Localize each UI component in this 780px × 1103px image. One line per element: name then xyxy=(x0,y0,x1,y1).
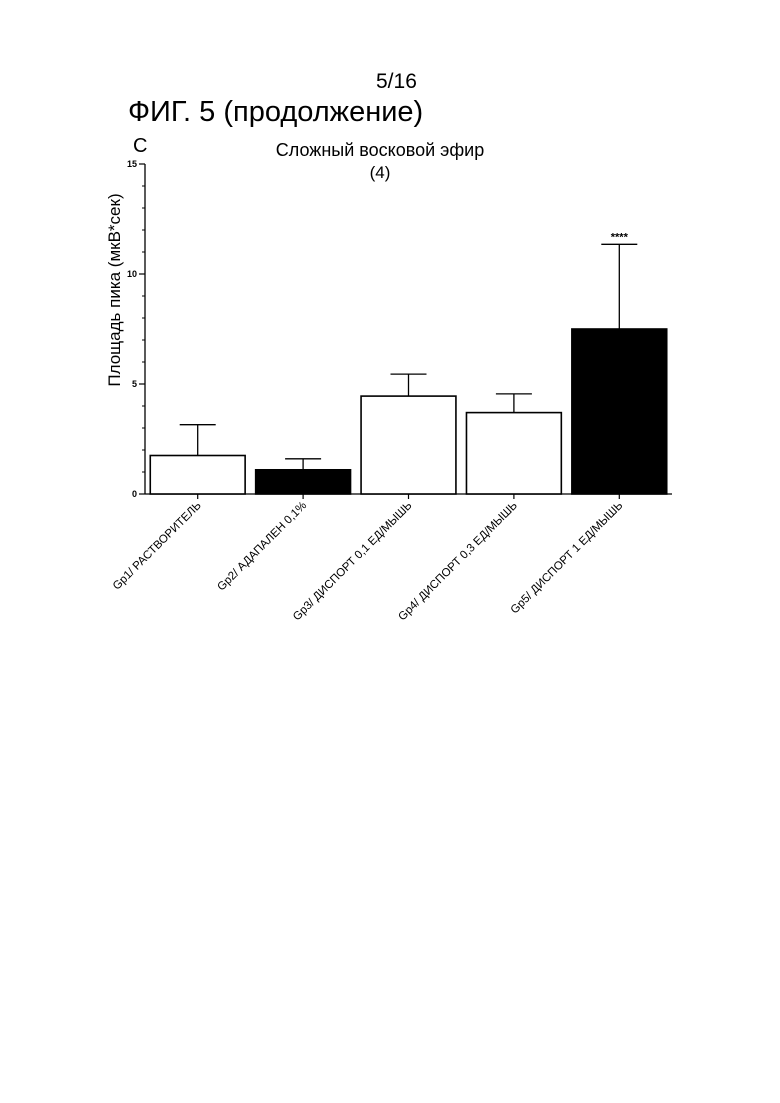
category-label: Gp4/ ДИСПОРТ 0,3 ЕД/МЫШЬ xyxy=(396,500,520,624)
panel-label: C xyxy=(133,135,147,157)
y-tick-label: 0 xyxy=(132,489,137,499)
bar xyxy=(150,456,245,495)
category-label: Gp5/ ДИСПОРТ 1 ЕД/МЫШЬ xyxy=(509,500,626,617)
significance-label: **** xyxy=(611,231,629,243)
bar-chart: C Сложный восковой эфир (4) Площадь пика… xyxy=(0,0,780,700)
chart-title: Сложный восковой эфир xyxy=(276,140,484,160)
category-label: Gp2/ АДАПАЛЕН 0,1% xyxy=(215,500,309,594)
bar xyxy=(466,413,561,494)
category-label: Gp3/ ДИСПОРТ 0,1 ЕД/МЫШЬ xyxy=(291,500,415,624)
bar xyxy=(256,470,351,494)
y-tick-label: 15 xyxy=(127,159,137,169)
y-tick-label: 10 xyxy=(127,269,137,279)
bar xyxy=(572,329,667,494)
category-label: Gp1/ РАСТВОРИТЕЛЬ xyxy=(111,500,204,593)
bar xyxy=(361,396,456,494)
y-tick-label: 5 xyxy=(132,379,137,389)
y-axis-label: Площадь пика (мкВ*сек) xyxy=(105,193,124,386)
bars-group: Gp1/ РАСТВОРИТЕЛЬGp2/ АДАПАЛЕН 0,1%Gp3/ … xyxy=(111,231,667,623)
chart-subtitle: (4) xyxy=(370,163,391,182)
